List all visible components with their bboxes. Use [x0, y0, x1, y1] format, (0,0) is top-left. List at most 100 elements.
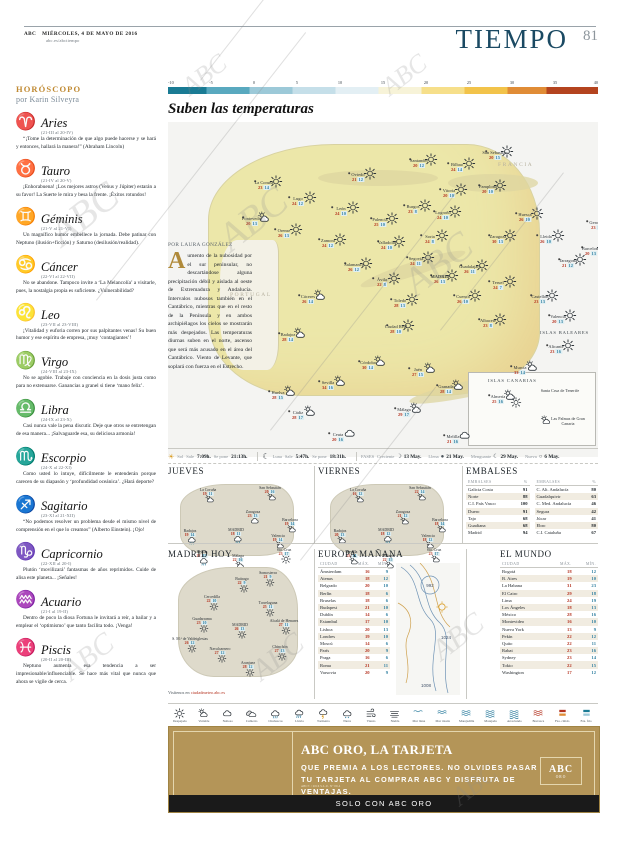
city-name: Praga [320, 655, 331, 661]
city-min: 14 [263, 185, 270, 190]
panel-mundo-title: EL MUNDO [500, 549, 552, 559]
city-dot [430, 274, 432, 276]
city-temps: 28 14 [438, 389, 453, 394]
table-row: El Cairo 29 18 [500, 589, 598, 597]
map-city: Ávila 22 8 [377, 277, 387, 287]
city-min: 8 [382, 282, 387, 287]
map-city: Soria 24 8 [425, 234, 435, 244]
weather-icon-cloudsun [374, 355, 387, 373]
mini-map-city: Somosierra 21 9 [259, 571, 277, 579]
city-min: 13 [439, 279, 446, 284]
city-name: Sydney [502, 655, 516, 661]
city-max: 19 [351, 632, 372, 640]
city-name: Murcia [513, 365, 527, 370]
city-name: Vitoria [442, 188, 456, 193]
city-temps: 23 13 [531, 299, 548, 304]
city-max: 30 [492, 239, 497, 244]
sign-text: Plutón ‘movilizará’ fantasmas de años re… [16, 566, 156, 581]
city-temps: 29 17 [397, 412, 410, 417]
mini-map-city: Valencia 19 14 [271, 534, 285, 542]
sign-name: Géminis [41, 211, 83, 226]
sign-dates: (24-IX al 23-X) [41, 417, 72, 423]
city-name: Guadarrama [192, 617, 212, 621]
city-min: 14 [307, 299, 314, 304]
city-dot [288, 410, 290, 412]
city-min: 10 [211, 599, 218, 603]
city-name: MADRID [430, 274, 450, 279]
reservoir-name: Ebro [534, 521, 587, 530]
inset-canarias-title: ISLAS CANARIAS [488, 378, 537, 383]
city-name: Rabat [500, 647, 547, 655]
map-label-portugal: PORTUGAL [230, 292, 272, 298]
table-row: Tokio 22 15 [500, 661, 598, 669]
city-name: Lugo [293, 196, 303, 201]
city-dot [403, 204, 405, 206]
sign-dates: (22-VI al 22-VII) [41, 273, 75, 279]
map-city: Toledo 28 13 [394, 298, 406, 308]
city-name: Badajoz [183, 529, 197, 533]
city-dot [242, 216, 244, 218]
map-city: Málaga 29 17 [397, 407, 411, 417]
city-min: 9 [385, 569, 388, 575]
city-min: 14 [289, 522, 296, 526]
city-temps: 21 12 [559, 263, 577, 268]
map-city: Murcia 33 14 [514, 365, 527, 375]
phase-date: 21 May. [446, 453, 464, 460]
city-temps: 26 12 [344, 267, 363, 272]
city-dot [370, 217, 372, 219]
city-min: 16 [573, 647, 598, 655]
sun-moon-strip: ☀ Sol Sale 7:09h. Se pone 21:13h. ☾ Luna… [168, 448, 598, 464]
map-city: Valladolid 24 10 [378, 240, 397, 250]
weather-icon-sun [401, 319, 415, 337]
city-name: Barcelona [581, 246, 598, 251]
city-name: Barcelona [432, 518, 448, 522]
city-max: 16 [546, 618, 574, 626]
europa-table: CIUDAD MÁX. MÍN. Ámsterdam 16 9 Atenas 1… [318, 561, 390, 676]
city-min: 12 [357, 492, 364, 496]
city-name: Cercedilla [204, 595, 220, 599]
weather-icon-sun [209, 598, 219, 616]
city-temps: 30 14 [360, 365, 375, 370]
weather-icon-sun [265, 604, 275, 622]
city-temps: 23 16 [548, 349, 563, 354]
table-row: C. Med. Andalucía 46 [535, 500, 599, 507]
weather-icon-cloudsun [540, 413, 552, 431]
phase-glyph-icon: ● [440, 453, 445, 460]
table-row: Sydney 23 14 [500, 654, 598, 661]
reservoir-name: Madrid [468, 530, 482, 536]
city-name: Palencia [372, 217, 388, 222]
city-name: MADRID [378, 528, 394, 532]
weather-icon-cloudrain [383, 531, 393, 549]
city-max: 18 [380, 532, 385, 536]
city-name: Washington [502, 669, 524, 675]
weather-icon-cloudsun [424, 362, 437, 380]
table-row: Atenas 18 12 [318, 575, 390, 583]
city-temps: 24 8 [425, 239, 435, 244]
table-row: Segura 42 [534, 507, 598, 515]
moon-group: ☾ Luna Sale 5:47h. Se pone 18:31h. [262, 452, 352, 461]
masthead: ABC MIÉRCOLES, 4 DE MAYO DE 2016 abc.es/… [24, 26, 596, 43]
ad-footer-text: SOLO CON ABC ORO [335, 799, 433, 808]
ad-card-panel [174, 732, 293, 807]
website-link[interactable]: ciudadmeteo.abc.es [190, 690, 226, 695]
mini-map-city: Buitrago 22 9 [235, 577, 249, 585]
masthead-url[interactable]: abc.es/abctiempo [46, 38, 80, 43]
sign-name: Sagitario [41, 499, 88, 513]
legend-item: Marejadilla [455, 708, 479, 723]
advertisement[interactable]: ABC ORO, LA TARJETA QUE PREMIA A LOS LEC… [168, 726, 600, 813]
city-name: Barcelona [282, 518, 298, 522]
weather-icon-sun [445, 269, 459, 287]
city-name: Sevilla [196, 550, 208, 554]
city-max: 22 [567, 640, 572, 646]
col-header-city: CIUDAD [318, 561, 352, 568]
city-max: 18 [434, 522, 439, 526]
city-max: 26 [434, 279, 439, 284]
city-name: Orense [277, 228, 291, 233]
col-header-name: EMBALSES [466, 479, 514, 486]
city-min: 12 [573, 632, 598, 640]
mini-map-city: Navalcarnero 27 12 [210, 647, 230, 655]
city-max: 23 [247, 514, 252, 518]
city-min: 13 [399, 303, 406, 308]
reservoir-pct: 68 [522, 515, 528, 521]
ad-footer-bar: SOLO CON ABC ORO [169, 795, 599, 812]
